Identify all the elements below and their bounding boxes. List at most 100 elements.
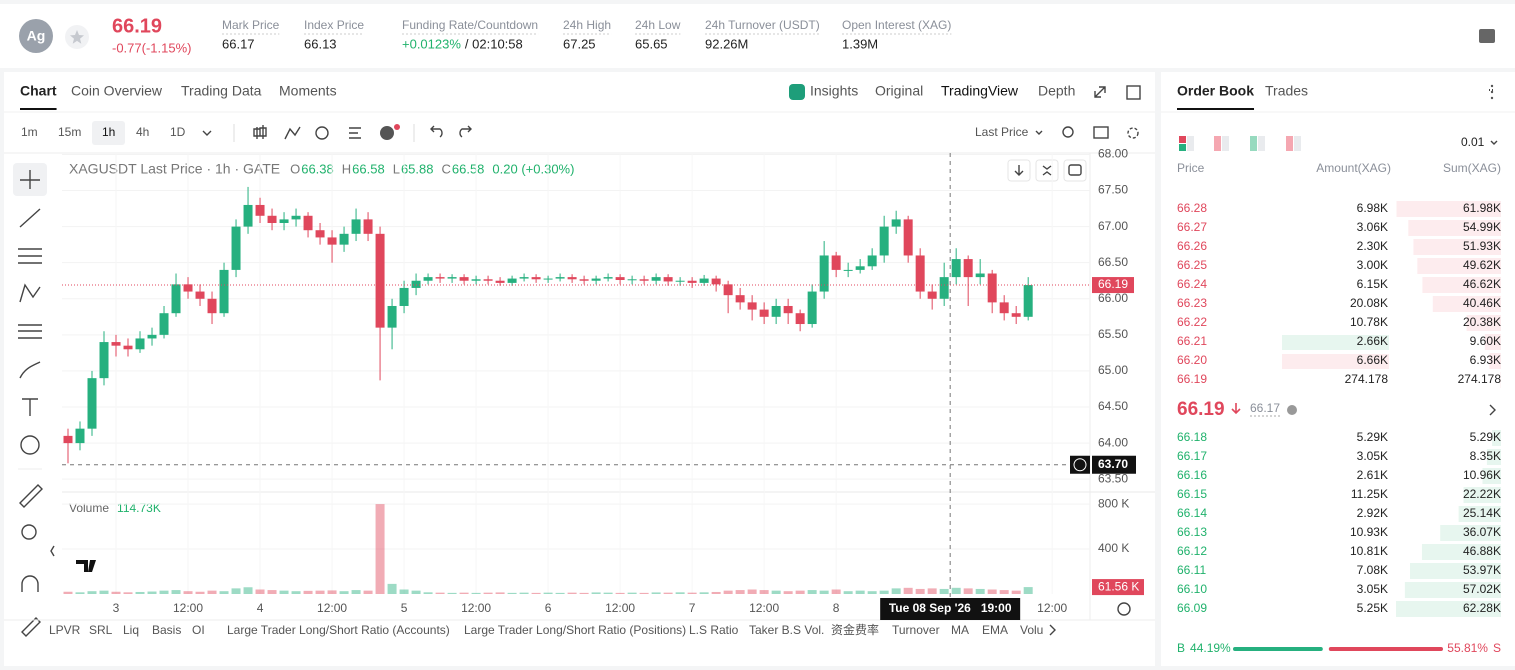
candle-body	[963, 259, 973, 278]
interval[interactable]: 4h	[136, 125, 149, 139]
collapse-btn[interactable]	[1035, 159, 1059, 182]
x-tick-label: 6	[545, 601, 552, 615]
tab-underline	[20, 108, 57, 110]
indicator-icon[interactable]	[284, 126, 301, 140]
indicator[interactable]: Large Trader Long/Short Ratio (Positions…	[464, 623, 686, 637]
view-tab[interactable]: TradingView	[941, 83, 1019, 99]
cross-tool[interactable]	[20, 170, 40, 189]
view-tab[interactable]: Insights	[810, 83, 858, 99]
volume-bar	[99, 590, 109, 594]
y-tick-label: 66.00	[1098, 291, 1128, 305]
volume-bar	[819, 590, 829, 594]
view-tab[interactable]: Original	[875, 83, 923, 99]
caret[interactable]	[1490, 140, 1498, 145]
indicator[interactable]: EMA	[982, 623, 1008, 637]
ob-price: 66.18	[1177, 430, 1207, 444]
volume-value: 114.73K	[117, 501, 161, 515]
candle-body	[123, 345, 133, 350]
settings-icon[interactable]	[1127, 127, 1139, 139]
text-tool[interactable]	[22, 398, 38, 416]
candle-body	[159, 313, 169, 335]
caret[interactable]	[202, 130, 212, 136]
interval[interactable]: 1h	[102, 125, 115, 139]
indicator[interactable]: LPVR	[49, 623, 81, 637]
emoji-tool[interactable]	[20, 435, 40, 455]
collapse-tools[interactable]	[50, 545, 55, 557]
indicator[interactable]: Turnover	[892, 623, 940, 637]
ob-amount: 5.29K	[1357, 430, 1388, 444]
y-tick-label: 66.50	[1098, 255, 1128, 269]
depth-bar	[1466, 315, 1501, 331]
indicator[interactable]: OI	[192, 623, 205, 637]
crosshair-add-btn[interactable]	[1070, 455, 1090, 474]
add-icon[interactable]	[380, 126, 394, 140]
candle-body	[759, 309, 769, 317]
candle-body	[75, 428, 85, 444]
pattern-tool[interactable]	[19, 283, 41, 303]
ob-sum: 46.88K	[1463, 544, 1501, 558]
indicator[interactable]: Large Trader Long/Short Ratio (Accounts)	[227, 623, 450, 637]
indicator[interactable]: Taker B.S Vol.	[749, 623, 824, 637]
candle-body	[447, 277, 457, 279]
draw-lock[interactable]	[21, 617, 41, 637]
indicator[interactable]: Basis	[152, 623, 181, 637]
candle-body	[675, 280, 685, 282]
ob-tab[interactable]: Trades	[1265, 83, 1308, 99]
mid-chevron[interactable]	[1489, 404, 1496, 416]
expand-icon[interactable]	[1094, 86, 1106, 98]
indicator[interactable]: Liq	[123, 623, 139, 637]
template-icon[interactable]	[349, 127, 361, 139]
zoom-tool[interactable]	[21, 524, 37, 540]
indicator[interactable]: L.S Ratio	[689, 623, 739, 637]
indicator[interactable]: SRL	[89, 623, 113, 637]
replay-icon[interactable]	[315, 126, 329, 140]
window-icon[interactable]	[1126, 85, 1141, 100]
brush-tool[interactable]	[19, 361, 41, 379]
chart-tab[interactable]: Moments	[279, 83, 337, 99]
ob-sum: 20.38K	[1463, 315, 1501, 329]
ob-mark-price: 66.17	[1250, 401, 1280, 415]
price-type[interactable]: Last Price	[975, 125, 1029, 139]
interval[interactable]: 1D	[170, 125, 186, 139]
candle-body	[195, 291, 205, 299]
ob-tab[interactable]: Order Book	[1177, 83, 1254, 99]
depth-modes[interactable]	[1179, 136, 1301, 151]
depth-bar	[1408, 220, 1501, 236]
indicator-more[interactable]	[1049, 624, 1056, 636]
maximize-btn[interactable]	[1063, 159, 1087, 182]
axis-settings[interactable]	[1117, 602, 1131, 616]
volume-bar	[267, 590, 277, 594]
chart-tab[interactable]: Coin Overview	[71, 83, 163, 99]
view-tab[interactable]: Depth	[1038, 83, 1075, 99]
row-flash	[1282, 335, 1389, 350]
line-tool[interactable]	[19, 208, 41, 228]
chart-tab[interactable]: Trading Data	[181, 83, 262, 99]
magnet-tool[interactable]	[21, 575, 39, 592]
ruler-tool[interactable]	[19, 484, 43, 508]
indicator[interactable]: 资金费率	[831, 622, 879, 637]
candle-icon[interactable]	[253, 125, 267, 139]
fib-tool[interactable]	[18, 248, 42, 264]
volume-bar	[663, 592, 673, 594]
ob-sum: 5.29K	[1470, 430, 1501, 444]
indicator[interactable]: Volu	[1020, 623, 1043, 637]
indicator[interactable]: MA	[951, 623, 969, 637]
ob-sum: 40.46K	[1463, 296, 1501, 310]
search-icon[interactable]	[1062, 126, 1074, 138]
projection-tool[interactable]	[18, 324, 42, 339]
redo-icon[interactable]	[459, 125, 472, 138]
interval[interactable]: 1m	[21, 125, 38, 139]
ob-price: 66.26	[1177, 239, 1207, 253]
ob-precision[interactable]: 0.01	[1461, 135, 1485, 149]
volume-bar	[795, 590, 805, 594]
undo-icon[interactable]	[430, 125, 443, 138]
camera-icon[interactable]	[1093, 126, 1109, 139]
caret[interactable]	[1035, 130, 1043, 135]
depth-bar	[1421, 544, 1501, 560]
stat-label: 24h Low	[635, 18, 681, 32]
notes-icon[interactable]	[1479, 29, 1495, 43]
interval[interactable]: 15m	[58, 125, 81, 139]
chart-tab[interactable]: Chart	[20, 83, 57, 99]
volume-bar	[243, 587, 253, 594]
candle-body	[399, 287, 409, 306]
